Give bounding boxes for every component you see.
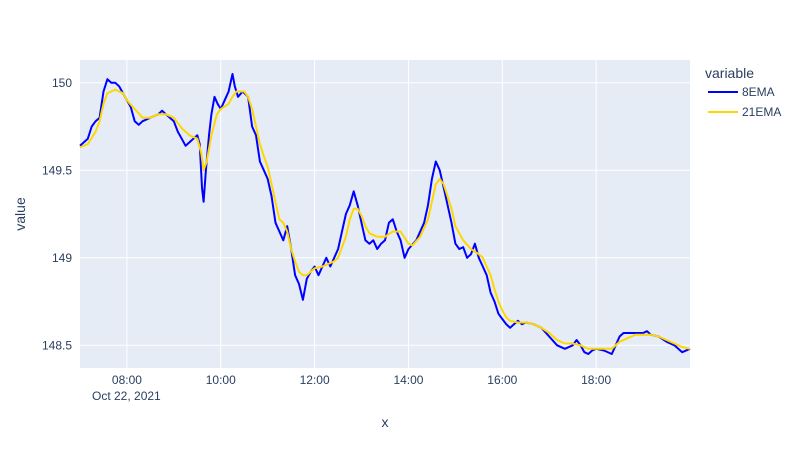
legend: variable 8EMA 21EMA (705, 65, 781, 119)
y-tick-label: 149 (52, 251, 72, 265)
series-line-21ema (79, 88, 691, 350)
x-tick-label: 10:00 (206, 373, 236, 387)
tick-layer: 08:00 10:00 12:00 14:00 16:00 18:00 148.5 149 14… (42, 76, 612, 387)
date-label: Oct 22, 2021 (92, 389, 161, 403)
x-tick-label: 14:00 (393, 373, 423, 387)
x-axis-title: x (382, 414, 389, 430)
x-tick-label: 08:00 (112, 373, 142, 387)
y-tick-label: 148.5 (42, 338, 72, 352)
y-tick-label: 149.5 (42, 163, 72, 177)
legend-item-21ema[interactable]: 21EMA (708, 105, 781, 119)
legend-label-21ema: 21EMA (742, 105, 781, 119)
legend-item-8ema[interactable]: 8EMA (708, 85, 775, 99)
legend-label-8ema: 8EMA (742, 85, 775, 99)
grid-layer (80, 60, 690, 368)
y-tick-label: 150 (52, 76, 72, 90)
x-tick-label: 18:00 (581, 373, 611, 387)
legend-title: variable (705, 65, 754, 81)
x-tick-label: 12:00 (300, 373, 330, 387)
x-tick-label: 16:00 (487, 373, 517, 387)
y-axis-title: value (12, 197, 28, 231)
series-layer (79, 73, 691, 355)
plot-background (80, 60, 690, 368)
